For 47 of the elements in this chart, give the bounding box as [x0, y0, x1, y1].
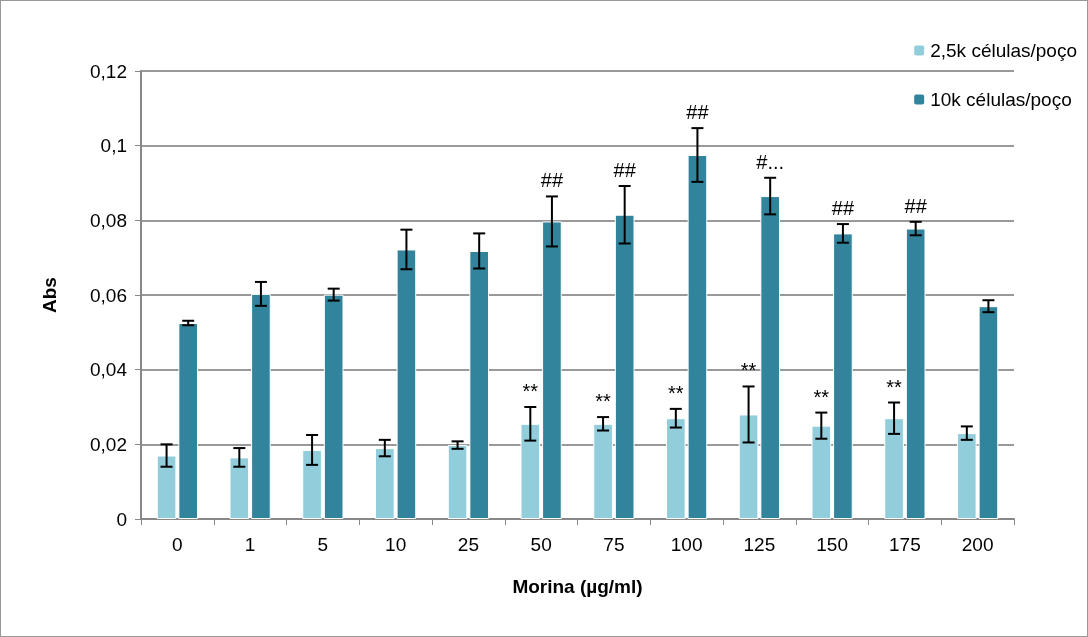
annotation: **	[740, 359, 757, 382]
x-tick-label: 50	[530, 534, 552, 555]
y-tick-label: 0	[116, 508, 127, 530]
legend-label: 10k células/poço	[930, 89, 1072, 110]
bar	[520, 423, 541, 519]
bar	[251, 293, 271, 519]
x-tick-label: 5	[317, 534, 329, 555]
bar	[905, 228, 926, 519]
annotation: **	[595, 390, 612, 413]
x-tick-label: 125	[743, 534, 776, 555]
x-tick-label: 200	[961, 534, 994, 555]
y-tick-label: 0,1	[100, 135, 127, 157]
annotation: ##	[540, 169, 564, 192]
legend-label: 2,5k células/poço	[930, 40, 1078, 61]
x-axis-title: Morina (µg/ml)	[512, 576, 643, 597]
bar	[833, 233, 853, 519]
x-tick-label: 100	[670, 534, 703, 555]
bar	[229, 457, 250, 519]
annotation: **	[813, 385, 830, 408]
annotation: **	[886, 375, 903, 398]
bar	[323, 294, 344, 519]
annotation: ##	[831, 197, 855, 220]
bar	[542, 221, 562, 519]
x-tick-label: 25	[457, 534, 479, 555]
y-tick-label: 0,02	[90, 433, 127, 455]
x-tick-label: 1	[244, 534, 256, 555]
x-tick-label: 10	[385, 534, 407, 555]
bar	[302, 449, 322, 519]
annotation: ##	[613, 158, 637, 181]
y-tick-label: 0,06	[90, 284, 127, 306]
y-tick-label: 0,12	[90, 60, 127, 82]
x-tick-label: 150	[816, 534, 848, 555]
x-tick-label: 175	[889, 534, 921, 555]
y-tick-label: 0,08	[90, 209, 127, 231]
annotation: **	[522, 380, 539, 402]
bar	[593, 423, 613, 519]
bar	[884, 418, 904, 519]
annotation: **	[668, 381, 684, 404]
x-tick-label: 0	[172, 534, 183, 555]
annotation: ##	[904, 194, 928, 217]
y-axis-title: Abs	[39, 277, 60, 313]
bar	[811, 425, 832, 519]
annotation: #...	[756, 150, 785, 173]
bar	[614, 214, 635, 519]
x-tick-label: 75	[603, 534, 625, 555]
y-tick-label: 0,04	[90, 359, 128, 381]
annotation: ##	[686, 101, 710, 124]
